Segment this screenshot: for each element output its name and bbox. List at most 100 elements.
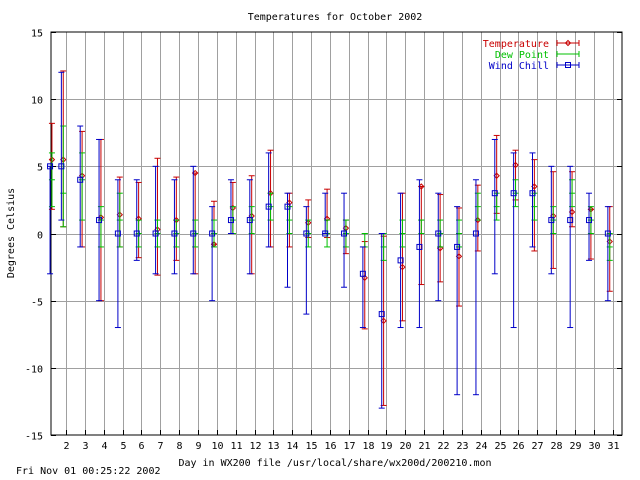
square-marker	[47, 163, 54, 170]
x-tick-label: 7	[157, 441, 163, 452]
square-marker	[190, 230, 197, 237]
square-marker	[171, 230, 178, 237]
x-tick-label: 16	[324, 441, 336, 452]
x-tick-label: 12	[249, 441, 261, 452]
y-tick-label: 15	[31, 29, 43, 40]
x-tick-label: 22	[437, 441, 449, 452]
chart-title: Temperatures for October 2002	[248, 12, 423, 23]
x-tick-label: 10	[211, 441, 223, 452]
square-marker	[209, 230, 216, 237]
y-tick-label: 10	[31, 96, 43, 107]
wind-chill-point	[529, 152, 536, 248]
x-axis-label: Day in WX200 file /usr/local/share/wx200…	[178, 458, 491, 469]
square-marker	[227, 217, 234, 224]
timestamp-footer: Fri Nov 01 00:25:22 2002	[16, 466, 161, 477]
square-marker	[529, 190, 536, 197]
square-marker	[284, 203, 291, 210]
legend-label-dew-point: Dew Point	[495, 50, 549, 61]
y-tick-label: -15	[25, 432, 43, 443]
wind-chill-point	[454, 206, 461, 396]
x-tick-label: 2	[63, 441, 69, 452]
square-marker	[604, 230, 611, 237]
square-marker	[548, 217, 555, 224]
square-marker	[152, 230, 159, 237]
y-tick-label: -5	[31, 298, 43, 309]
legend-label-temperature: Temperature	[483, 39, 549, 50]
legend-label-wind-chill: Wind Chill	[489, 61, 549, 72]
y-axis-label: Degrees Celsius	[6, 188, 17, 278]
square-marker	[435, 230, 442, 237]
x-tick-label: 27	[531, 441, 543, 452]
wind-chill-point	[114, 179, 121, 329]
wind-chill-point	[58, 71, 65, 221]
wind-chill-point	[604, 206, 611, 302]
x-tick-label: 5	[120, 441, 126, 452]
series-wind-chill	[47, 71, 611, 409]
square-marker	[416, 243, 423, 250]
square-marker	[510, 190, 517, 197]
x-tick-label: 4	[101, 441, 107, 452]
square-marker	[96, 217, 103, 224]
wind-chill-point	[416, 179, 423, 329]
legend-diamond-marker	[564, 39, 572, 47]
x-tick-label: 25	[494, 441, 506, 452]
wind-chill-point	[472, 179, 479, 396]
wind-chill-point	[586, 192, 593, 261]
y-tick-label: -10	[25, 365, 43, 376]
x-tick-label: 23	[456, 441, 468, 452]
series-marks	[47, 70, 613, 409]
x-tick-label: 14	[286, 441, 298, 452]
wind-chill-point	[341, 192, 348, 288]
x-tick-label: 30	[588, 441, 600, 452]
square-marker	[397, 257, 404, 264]
square-marker	[567, 217, 574, 224]
wind-chill-point	[322, 192, 329, 237]
square-marker	[586, 217, 593, 224]
x-tick-label: 8	[176, 441, 182, 452]
wind-chill-point	[152, 165, 159, 275]
x-tick-label: 19	[380, 441, 392, 452]
wind-chill-point	[567, 165, 574, 329]
square-marker	[491, 190, 498, 197]
wind-chill-point	[190, 165, 197, 275]
x-tick-label: 6	[138, 441, 144, 452]
square-marker	[341, 230, 348, 237]
wind-chill-point	[171, 179, 178, 275]
wind-chill-point	[510, 152, 517, 329]
x-tick-label: 18	[362, 441, 374, 452]
wind-chill-point	[435, 192, 442, 302]
wind-chill-point	[133, 179, 140, 261]
square-marker	[133, 230, 140, 237]
x-tick-label: 15	[305, 441, 317, 452]
square-marker	[472, 230, 479, 237]
wind-chill-point	[397, 192, 404, 329]
wind-chill-point	[284, 192, 291, 288]
x-tick-label: 21	[418, 441, 430, 452]
y-tick-label: 0	[37, 231, 43, 242]
wind-chill-point	[47, 163, 54, 275]
x-tick-label: 17	[343, 441, 355, 452]
x-tick-label: 9	[195, 441, 201, 452]
x-tick-label: 11	[230, 441, 242, 452]
wind-chill-point	[378, 233, 385, 409]
dew-point-point	[361, 233, 368, 248]
square-marker	[378, 311, 385, 318]
wind-chill-point	[265, 152, 272, 248]
square-marker	[454, 243, 461, 250]
wind-chill-point	[209, 206, 216, 302]
x-tick-label: 13	[267, 441, 279, 452]
plot-frame	[50, 31, 623, 436]
x-tick-label: 31	[607, 441, 619, 452]
grid-lines	[51, 32, 622, 435]
x-tick-label: 29	[569, 441, 581, 452]
wind-chill-point	[359, 246, 366, 329]
square-marker	[58, 163, 65, 170]
x-tick-label: 24	[475, 441, 487, 452]
square-marker	[303, 230, 310, 237]
wind-chill-point	[246, 179, 253, 275]
wind-chill-point	[303, 206, 310, 315]
square-marker	[246, 217, 253, 224]
